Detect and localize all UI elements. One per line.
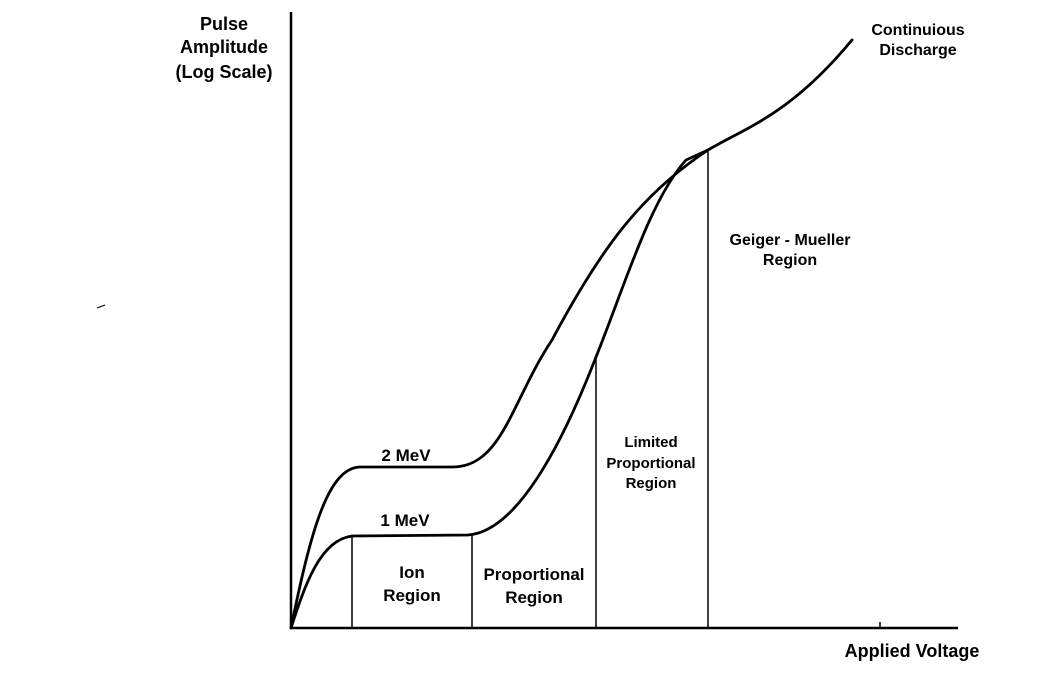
proportional-region-label-line-2: Region	[505, 588, 563, 607]
geiger-mueller-region-label-line-1: Geiger - Mueller	[730, 232, 851, 249]
limited-proportional-region-label-line-2: Proportional	[606, 455, 695, 472]
series-label-1mev: 1 MeV	[380, 511, 430, 530]
continuous-discharge-label-line-1: Continuious	[871, 22, 964, 39]
curve-2mev	[289, 38, 854, 630]
ion-region-label-line-1: Ion	[399, 563, 425, 582]
y-axis-label-line-1: Pulse	[200, 14, 248, 34]
proportional-region-label-line-1: Proportional	[483, 565, 584, 584]
limited-proportional-region-label: Limited Proportional Region	[606, 434, 695, 492]
continuous-discharge-label-line-2: Discharge	[879, 42, 956, 59]
proportional-region-label: Proportional Region	[483, 565, 584, 607]
y-axis-label: Pulse Amplitude (Log Scale)	[175, 14, 272, 82]
geiger-mueller-region-label: Geiger - Mueller Region	[730, 232, 851, 269]
series-label-2mev: 2 MeV	[381, 446, 431, 465]
curve-1mev	[289, 148, 710, 630]
stray-mark	[96, 304, 106, 309]
limited-proportional-region-label-line-3: Region	[626, 475, 677, 492]
y-axis-label-line-3: (Log Scale)	[175, 62, 272, 82]
y-axis-label-line-2: Amplitude	[180, 37, 268, 57]
geiger-mueller-region-label-line-2: Region	[763, 252, 817, 269]
continuous-discharge-label: Continuious Discharge	[871, 22, 964, 59]
ion-region-label: Ion Region	[383, 563, 441, 605]
ion-region-label-line-2: Region	[383, 586, 441, 605]
x-axis-label: Applied Voltage	[845, 641, 980, 661]
limited-proportional-region-label-line-1: Limited	[624, 434, 677, 451]
